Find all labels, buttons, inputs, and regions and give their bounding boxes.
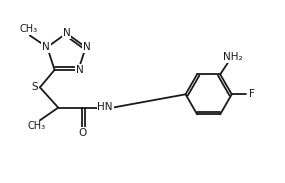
Text: N: N: [76, 65, 84, 75]
Text: F: F: [249, 89, 255, 99]
Text: N: N: [63, 28, 70, 38]
Text: N: N: [42, 42, 50, 52]
Text: CH₃: CH₃: [27, 122, 46, 131]
Text: N: N: [83, 42, 91, 52]
Text: CH₃: CH₃: [19, 24, 37, 34]
Text: O: O: [78, 128, 86, 138]
Text: NH₂: NH₂: [223, 53, 243, 62]
Text: S: S: [32, 81, 38, 92]
Text: HN: HN: [97, 102, 113, 112]
